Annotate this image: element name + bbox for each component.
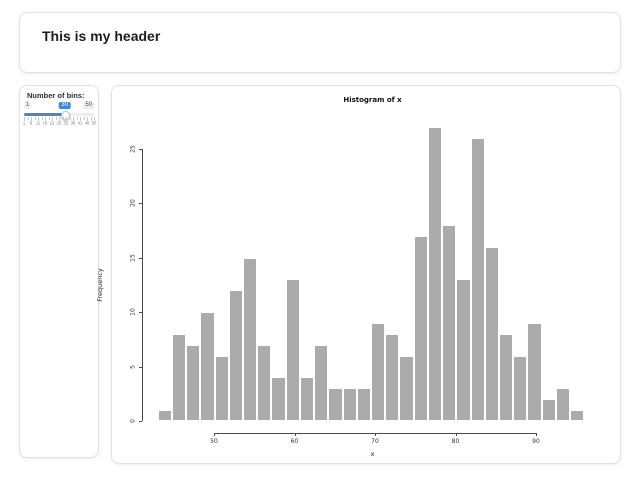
histogram-bar <box>242 257 258 421</box>
slider-track[interactable] <box>24 113 94 116</box>
slider-grid-tick <box>62 117 64 120</box>
chart-title: Histogram of x <box>343 96 402 104</box>
bins-slider-label: Number of bins: <box>27 91 85 100</box>
histogram-bar <box>228 290 243 421</box>
x-tick-label: 60 <box>290 438 299 445</box>
histogram-bar <box>186 344 201 421</box>
histogram-bar <box>555 388 571 421</box>
y-tick <box>139 421 142 422</box>
slider-grid-tick <box>45 117 46 121</box>
histogram-bar <box>370 323 386 421</box>
slider-grid-tick <box>80 117 81 121</box>
slider-grid-tick <box>66 117 67 121</box>
y-axis-line <box>142 148 143 421</box>
histogram-bar <box>527 323 542 421</box>
histogram-bar <box>285 279 300 421</box>
histogram-bar <box>541 399 556 421</box>
x-tick <box>536 433 537 436</box>
histogram-bar <box>214 355 229 421</box>
histogram-bar <box>342 388 357 421</box>
slider-handle[interactable] <box>60 110 70 120</box>
histogram-bar <box>157 410 172 421</box>
slider-grid-label: 41 <box>77 121 83 126</box>
slider-grid-label: 31 <box>63 121 69 126</box>
histogram-bar <box>356 388 371 421</box>
x-tick <box>294 433 296 436</box>
x-tick-label: 50 <box>210 438 218 445</box>
histogram-bar <box>385 333 400 421</box>
header-card: This is my header <box>19 12 621 73</box>
histogram-bar <box>570 410 585 421</box>
histogram-bar <box>413 235 428 421</box>
slider-grid-tick <box>24 117 25 121</box>
histogram-bar <box>171 333 187 421</box>
slider-grid-tick <box>76 117 78 120</box>
slider-grid-label: 50 <box>91 121 97 126</box>
slider-value-badge: 30 <box>58 102 71 109</box>
x-tick-label: 70 <box>371 438 379 445</box>
histogram-bar <box>427 127 443 421</box>
page-title: This is my header <box>42 28 161 44</box>
slider-grid-tick <box>52 117 53 121</box>
y-tick <box>139 366 142 368</box>
x-tick-label: 80 <box>451 438 460 445</box>
histogram-bar <box>328 388 343 421</box>
slider-grid-tick <box>38 117 39 121</box>
bins-slider[interactable]: 1 50 30 1 6 11 16 21 26 31 36 41 46 50 <box>22 100 97 130</box>
slider-grid-label: 21 <box>49 121 55 126</box>
histogram-bar <box>513 355 528 421</box>
x-tick <box>214 433 215 436</box>
slider-grid: 1 6 11 16 21 26 31 36 41 46 50 <box>22 117 97 129</box>
slider-grid-tick <box>69 117 71 120</box>
histogram-bar <box>498 333 514 421</box>
histogram-bar <box>299 377 315 421</box>
x-tick-label: 90 <box>532 438 540 445</box>
x-axis-title: x <box>370 450 375 458</box>
slider-max-label: 50 <box>83 102 94 109</box>
slider-grid-tick <box>48 117 50 120</box>
histogram-bar <box>200 312 215 421</box>
sidebar-panel: Number of bins: 1 50 30 1 6 11 16 21 26 31 36 41… <box>19 85 99 458</box>
slider-grid-label: 1 <box>22 121 26 126</box>
slider-grid-label: 46 <box>84 121 90 126</box>
slider-grid-tick <box>27 117 29 120</box>
slider-grid-tick <box>90 117 92 120</box>
slider-grid-tick <box>41 117 43 120</box>
slider-grid-label: 6 <box>29 121 33 126</box>
y-tick <box>139 257 142 259</box>
slider-grid-label: 11 <box>35 121 41 126</box>
histogram-plot-output: Histogram of x 0 5 10 15 20 25 50 60 70 80 90 Fre… <box>96 86 620 463</box>
slider-grid-tick <box>83 117 85 120</box>
slider-grid-tick <box>94 117 95 121</box>
slider-grid-tick <box>59 117 60 121</box>
x-tick <box>375 433 376 436</box>
slider-grid-tick <box>55 117 57 120</box>
slider-grid-tick <box>73 117 74 121</box>
histogram-bar <box>456 279 471 421</box>
y-tick <box>139 203 142 205</box>
y-tick <box>139 148 142 150</box>
slider-grid-tick <box>31 117 32 121</box>
histogram-bar <box>257 344 272 421</box>
histogram-bar <box>271 377 286 421</box>
histogram-bar <box>314 344 329 421</box>
histogram-bar <box>470 137 485 421</box>
histogram-bar <box>399 355 414 421</box>
slider-grid-tick <box>87 117 88 121</box>
slider-grid-label: 36 <box>70 121 76 126</box>
slider-grid-label: 26 <box>56 121 62 126</box>
slider-grid-tick <box>34 117 36 120</box>
y-tick <box>139 312 142 314</box>
main-panel: Histogram of x 0 5 10 15 20 25 50 60 70 80 90 Fre… <box>96 85 621 464</box>
histogram-bar <box>442 225 457 421</box>
x-tick <box>455 433 457 436</box>
slider-grid-label: 16 <box>42 121 48 126</box>
slider-fill <box>24 113 66 116</box>
slider-min-label: 1 <box>24 102 32 109</box>
histogram-bar <box>484 246 499 421</box>
